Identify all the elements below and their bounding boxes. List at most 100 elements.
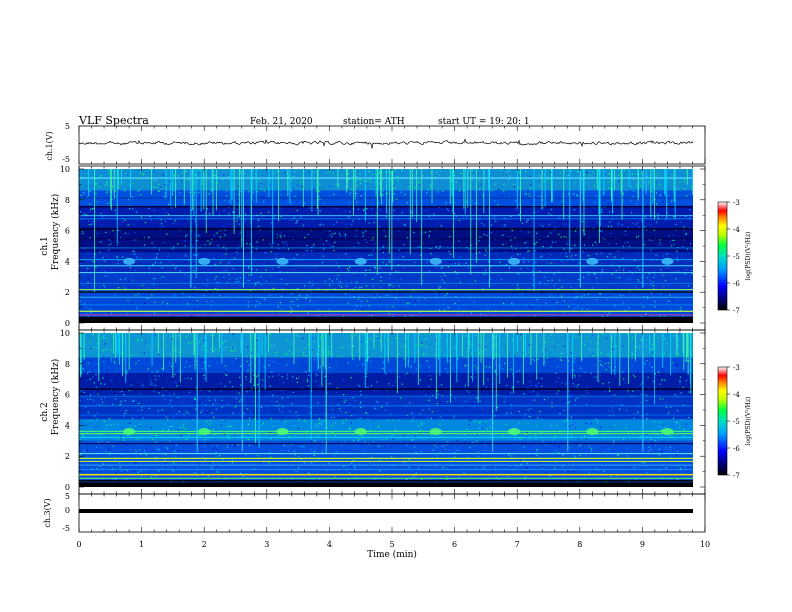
spectrogram-speckle: [417, 246, 419, 248]
spectrogram-speckle: [489, 278, 492, 280]
spectrogram-speckle: [650, 191, 653, 193]
spectrogram-speckle: [464, 365, 466, 367]
spectrogram-speckle: [449, 305, 451, 308]
spectrogram-speckle: [520, 459, 522, 461]
sferic-streak: [287, 169, 289, 197]
spectrogram-speckle: [451, 367, 453, 369]
spectrogram-speckle: [585, 306, 587, 309]
spectrogram-speckle: [438, 385, 440, 387]
spectrogram-speckle: [494, 184, 496, 186]
spectrogram-speckle: [598, 311, 600, 313]
spectrogram-speckle: [536, 232, 538, 234]
spectrogram-speckle: [145, 363, 147, 365]
spectrogram-speckle: [206, 350, 208, 352]
spectrogram-speckle: [204, 243, 206, 246]
spectrogram-speckle: [359, 179, 362, 181]
spectrogram-speckle: [288, 349, 291, 352]
spectrogram-speckle: [596, 298, 598, 300]
spectrogram-speckle: [431, 394, 434, 397]
spectrogram-speckle: [356, 305, 358, 307]
spectrogram-speckle: [580, 303, 582, 306]
spectrogram-speckle: [114, 209, 116, 212]
spectrogram-speckle: [154, 312, 156, 314]
spectrogram-speckle: [271, 371, 273, 373]
spectrogram-speckle: [304, 202, 306, 204]
spectrogram-speckle: [406, 237, 409, 239]
spectrogram-speckle: [406, 337, 408, 340]
spectrogram-speckle: [522, 462, 524, 465]
sferic-streak: [579, 169, 581, 288]
spectrogram-speckle: [540, 376, 542, 378]
spectrogram-speckle: [129, 449, 131, 451]
spectrogram-speckle: [686, 195, 688, 197]
spectrogram-speckle: [528, 193, 530, 195]
spectrogram-speckle: [682, 454, 684, 456]
spectrogram-speckle: [305, 431, 307, 433]
spectrogram-speckle: [218, 230, 220, 232]
periodic-burst: [276, 257, 289, 265]
spectrogram-speckle: [438, 269, 440, 271]
spectrogram-speckle: [361, 308, 363, 310]
spectrogram-speckle: [529, 381, 531, 383]
spectrogram-speckle: [162, 467, 164, 469]
spectrogram-speckle: [256, 191, 259, 193]
spectrogram-speckle: [210, 347, 212, 350]
spectrogram-speckle: [489, 434, 492, 436]
spectrogram-speckle: [402, 256, 404, 258]
spectrogram-speckle: [158, 190, 161, 193]
spectrogram-speckle: [636, 214, 639, 216]
spectrogram-speckle: [90, 422, 92, 424]
spectrogram-zone: [79, 333, 693, 358]
spectrogram-speckle: [502, 234, 504, 236]
spectrogram-speckle: [536, 241, 538, 243]
spectrogram-speckle: [685, 379, 688, 382]
spectrogram-speckle: [438, 287, 440, 289]
spectrogram-speckle: [268, 211, 270, 213]
spectrogram-speckle: [310, 462, 312, 464]
spectrogram-speckle: [512, 473, 514, 475]
spectrogram-speckle: [603, 470, 605, 473]
spectrogram-speckle: [102, 463, 104, 465]
spectrogram-speckle: [305, 297, 308, 299]
spectrogram-speckle: [600, 252, 602, 255]
spectrogram-speckle: [667, 300, 670, 302]
spectrogram-speckle: [211, 300, 214, 302]
spectrogram-speckle: [198, 401, 201, 403]
spectrogram-speckle: [89, 440, 91, 442]
spectrogram-speckle: [573, 209, 575, 211]
spectrogram-speckle: [618, 268, 620, 270]
spectrogram-speckle: [535, 261, 537, 263]
spectrogram-speckle: [683, 444, 685, 447]
spectrogram-speckle: [249, 335, 251, 337]
spectrogram-speckle: [216, 402, 218, 404]
spectrogram-speckle: [185, 336, 187, 338]
spectrogram-speckle: [268, 364, 270, 366]
spectrogram-speckle: [373, 297, 376, 299]
spectrogram-speckle: [597, 241, 599, 244]
spectrogram-speckle: [468, 481, 470, 483]
spectrogram-speckle: [561, 286, 563, 288]
spectrogram-speckle: [418, 182, 420, 185]
spectrogram-speckle: [333, 455, 336, 457]
spectrogram-speckle: [501, 195, 503, 197]
spectrogram-speckle: [195, 360, 198, 362]
spectrogram-speckle: [107, 440, 109, 443]
spectrogram-speckle: [320, 223, 322, 225]
spectrogram-speckle: [519, 172, 521, 174]
spectrogram-speckle: [547, 397, 549, 399]
spectrogram-speckle: [609, 390, 611, 392]
spectrogram-speckle: [322, 243, 325, 245]
spectrogram-speckle: [146, 230, 148, 232]
spectrogram-speckle: [470, 312, 472, 314]
spectrogram-speckle: [583, 395, 585, 397]
sferic-streak: [110, 169, 112, 207]
spectrogram-speckle: [597, 293, 599, 295]
spectrogram-speckle: [246, 302, 249, 304]
spectrogram-speckle: [510, 256, 512, 258]
spectrogram-speckle: [622, 294, 624, 296]
spectrogram-speckle: [195, 364, 198, 366]
spectrogram-speckle: [626, 333, 628, 335]
spectrogram-speckle: [675, 278, 677, 280]
sferic-streak: [599, 169, 601, 227]
spectrogram-speckle: [653, 229, 655, 231]
